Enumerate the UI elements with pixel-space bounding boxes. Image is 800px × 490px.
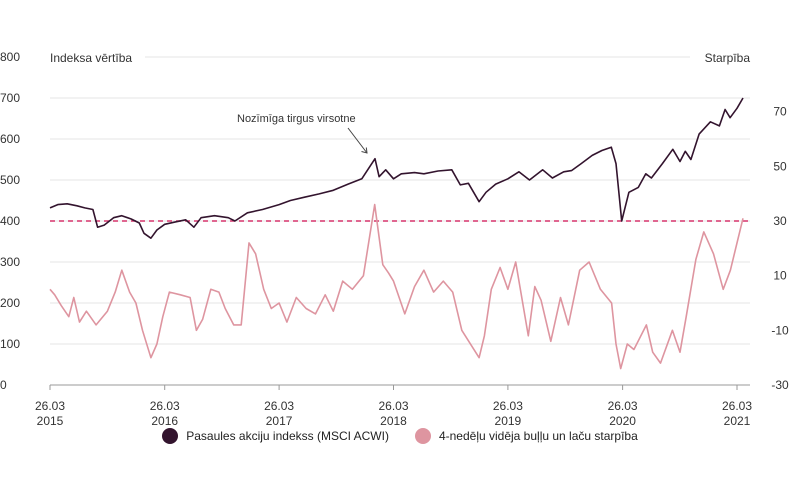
right-axis-title: Starpība [705,51,751,65]
left-tick-label: 0 [0,378,7,392]
left-axis-title: Indeksa vērtība [50,51,132,65]
x-tick-label: 2020 [609,414,636,428]
x-tick-label: 26.03 [493,399,523,413]
x-tick-label: 2019 [495,414,522,428]
x-axis: 26.03201526.03201626.03201726.03201826.0… [35,385,752,428]
x-tick-label: 26.03 [35,399,65,413]
right-tick-label: 30 [773,214,787,228]
right-axis: -30 -10 10 30 50 70 [771,105,789,392]
x-tick-label: 2015 [37,414,64,428]
left-axis: 0 100 200 300 400 500 600 700 800 [0,50,20,392]
x-tick-label: 2017 [266,414,293,428]
legend-item-bull-bear-spread: 4-nedēļu vidēja buļļu un laču starpība [414,428,638,444]
left-tick-label: 400 [0,214,20,228]
x-tick-label: 26.03 [150,399,180,413]
series-line-bull-bear-spread [49,203,744,370]
annotation-arrow [347,127,368,154]
left-tick-label: 300 [0,255,20,269]
x-tick-label: 2021 [724,414,751,428]
x-tick-label: 26.03 [722,399,752,413]
legend-swatch [162,428,179,444]
right-tick-label: -10 [771,323,789,337]
x-tick-label: 26.03 [264,399,294,413]
right-tick-label: -30 [771,378,789,392]
legend-label: 4-nedēļu vidēja buļļu un laču starpība [438,429,638,443]
right-tick-label: 70 [773,105,787,119]
annotation: Nozīmīga tirgus virsotne [237,113,368,154]
annotation-arrowhead [361,147,368,154]
left-tick-label: 600 [0,132,20,146]
left-tick-label: 700 [0,91,20,105]
x-tick-label: 26.03 [608,399,638,413]
legend: Pasaules akciju indekss (MSCI ACWI) 4-ne… [0,428,800,444]
annotation-label: Nozīmīga tirgus virsotne [237,113,356,125]
x-tick-label: 26.03 [378,399,408,413]
right-tick-label: 10 [773,269,787,283]
left-tick-label: 800 [0,50,20,64]
left-tick-label: 200 [0,296,20,310]
left-tick-label: 500 [0,173,20,187]
series-line-msci-acwi [49,97,744,239]
right-tick-label: 50 [773,159,787,173]
legend-item-msci-acwi: Pasaules akciju indekss (MSCI ACWI) [162,428,389,444]
legend-label: Pasaules akciju indekss (MSCI ACWI) [186,429,389,443]
left-tick-label: 100 [0,337,20,351]
x-tick-label: 2016 [151,414,178,428]
legend-swatch [414,428,431,444]
x-tick-label: 2018 [380,414,407,428]
